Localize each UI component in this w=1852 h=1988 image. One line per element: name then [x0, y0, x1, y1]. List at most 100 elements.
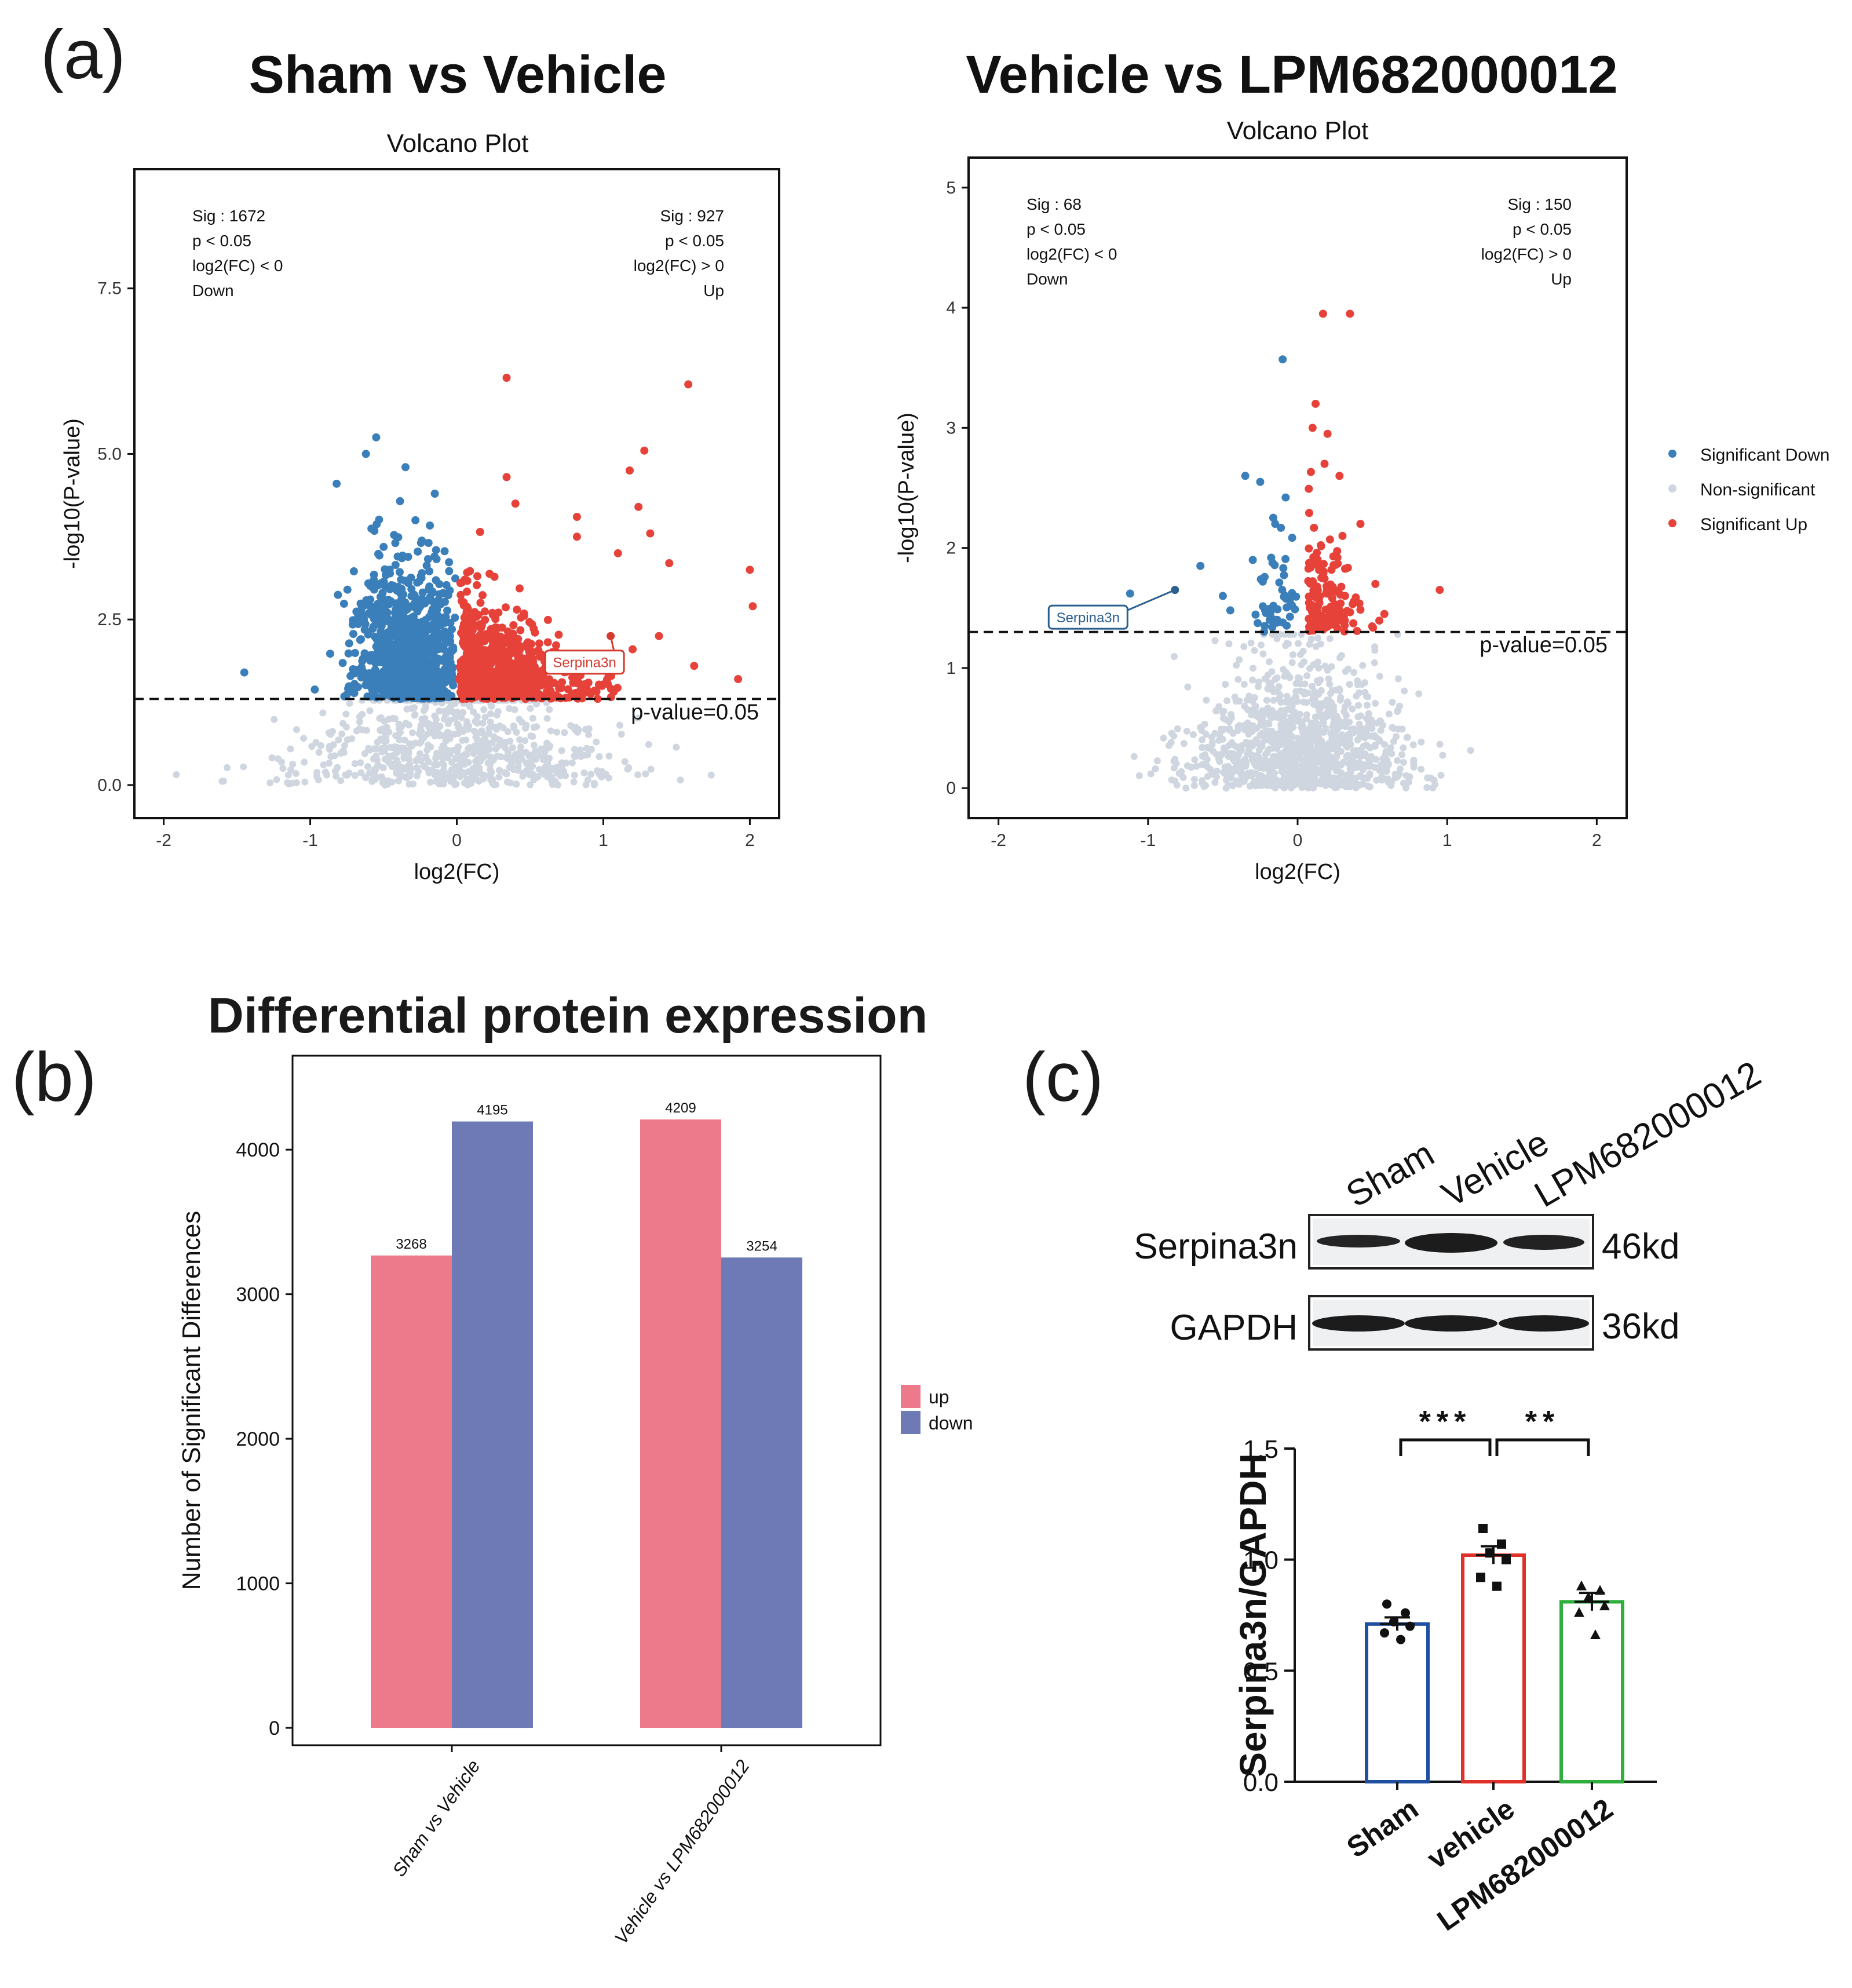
non-sig-point [1223, 697, 1231, 705]
significant-down-points [1126, 355, 1301, 636]
non-sig-point [240, 763, 247, 771]
non-sig-point [418, 727, 425, 734]
sig-down-point [445, 558, 454, 567]
sig-up-point [478, 591, 487, 600]
non-sig-point [535, 765, 543, 773]
wb-bar [1365, 1622, 1430, 1783]
sig-up-point [480, 689, 488, 698]
non-sig-point [385, 753, 392, 760]
sig-down-point [423, 626, 432, 634]
sig-up-point [558, 678, 567, 687]
non-sig-point [385, 716, 393, 723]
sig-up-point [1305, 484, 1313, 493]
non-sig-point [266, 779, 274, 787]
sig-down-point [356, 636, 364, 644]
x-tick-label: -2 [991, 831, 1006, 850]
non-sig-point [1377, 718, 1385, 725]
sig-up-point [634, 502, 643, 511]
sig-down-point [448, 673, 457, 681]
non-sig-point [531, 754, 538, 761]
non-sig-point [1361, 688, 1369, 696]
non-sig-point [366, 707, 374, 714]
non-sig-point [1248, 756, 1256, 764]
significant-up-points [1304, 309, 1444, 636]
sig-down-point [424, 538, 433, 547]
sig-down-point [345, 639, 353, 648]
sig-down-point [396, 497, 404, 505]
non-sig-point [1398, 751, 1405, 758]
non-sig-point [1298, 784, 1306, 791]
non-sig-point [440, 761, 448, 769]
sig-down-point [361, 450, 370, 458]
non-sig-point [454, 743, 462, 750]
sig-down-point [418, 595, 427, 604]
sig-up-point [525, 677, 534, 686]
non-sig-point [1193, 763, 1200, 770]
non-sig-point [1354, 702, 1362, 709]
sig-up-point [512, 672, 521, 680]
sig-up-point [1337, 614, 1346, 622]
non-sig-point [1270, 782, 1277, 789]
non-sig-point [517, 743, 524, 751]
sig-up-point [1317, 541, 1325, 549]
sig-up-point [575, 679, 583, 687]
non-sig-point [1308, 683, 1316, 690]
sig-down-point [436, 621, 445, 630]
sig-down-point [394, 614, 403, 622]
sig-down-point [406, 675, 415, 684]
non-sig-point [1282, 706, 1290, 714]
non-sig-point [1327, 758, 1334, 766]
non-sig-point [470, 743, 478, 751]
non-sig-point [1389, 698, 1396, 706]
non-sig-point [1170, 653, 1178, 661]
non-sig-point [1358, 681, 1365, 688]
non-sig-point [300, 735, 308, 742]
non-sig-point [1325, 705, 1333, 712]
non-sig-point [1231, 694, 1239, 701]
non-sig-point [397, 744, 405, 752]
up-note-line: log2(FC) > 0 [1481, 245, 1572, 263]
non-sig-point [419, 762, 427, 769]
non-sig-point [1301, 658, 1308, 666]
sig-down-point [362, 674, 371, 683]
non-sig-point [344, 736, 351, 743]
y-axis-label: -log10(P-value) [894, 413, 919, 563]
non-sig-point [1371, 764, 1378, 771]
blot-band-serpina3n-vehicle [1405, 1233, 1497, 1253]
non-sig-point [1326, 680, 1334, 688]
non-sig-point [495, 774, 503, 781]
sig-down-point [415, 577, 423, 586]
non-significant-points [1130, 630, 1474, 792]
sig-down-point [432, 546, 440, 555]
sig-up-point [1308, 424, 1317, 432]
non-sig-point [340, 749, 348, 756]
sig-up-point [1336, 599, 1345, 608]
sig-up-point [463, 588, 472, 596]
non-sig-point [488, 768, 495, 776]
blot-lane-vehicle: Vehicle [1435, 1122, 1556, 1215]
sig-up-point [1343, 563, 1352, 572]
non-sig-point [1418, 738, 1425, 746]
non-sig-point [377, 714, 385, 721]
sig-down-point [346, 672, 355, 680]
y-tick-label: 2 [946, 539, 956, 558]
sig-up-point [1335, 472, 1344, 480]
non-sig-point [1290, 716, 1298, 723]
non-sig-point [1199, 736, 1206, 743]
non-sig-point [1368, 725, 1376, 732]
sig-up-point [480, 607, 489, 616]
non-sig-point [1296, 776, 1303, 783]
non-sig-point [1262, 709, 1269, 717]
legend-down-swatch [901, 1411, 920, 1434]
sig-up-point [564, 685, 572, 694]
sig-up-point [613, 549, 622, 557]
sig-up-point [1435, 586, 1444, 594]
blot-band-gapdh-sham [1312, 1315, 1405, 1332]
non-sig-point [470, 750, 477, 757]
sig-down-point [311, 685, 319, 694]
sig-down-point [405, 662, 414, 670]
non-sig-point [1335, 781, 1342, 789]
non-sig-point [1375, 736, 1383, 743]
up-note-line: log2(FC) > 0 [634, 257, 724, 275]
sig-down-point [441, 614, 450, 623]
